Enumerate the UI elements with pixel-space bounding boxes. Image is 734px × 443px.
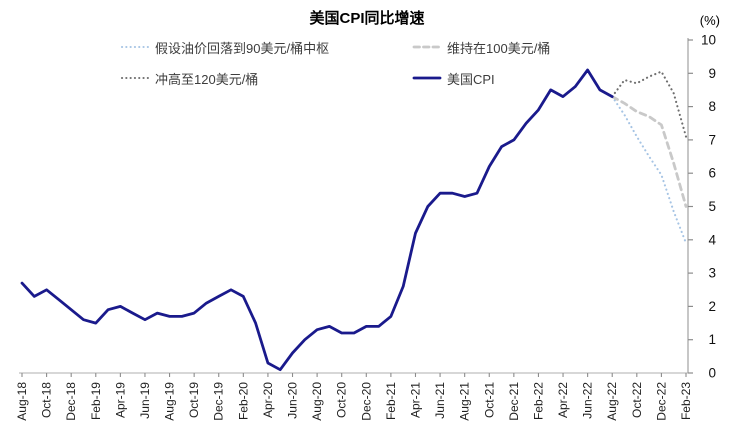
legend-item-oil-90: 假设油价回落到90美元/桶中枢 — [120, 37, 412, 57]
x-tick-label: Feb-20 — [236, 382, 250, 420]
dotted-line-swatch-icon — [120, 45, 150, 49]
y-tick-label: 7 — [708, 132, 716, 147]
legend-item-oil-100: 维持在100美元/桶 — [412, 37, 550, 57]
x-tick-label: Dec-22 — [654, 382, 668, 421]
x-tick-label: Jun-22 — [581, 382, 595, 419]
x-tick-label: Oct-21 — [482, 382, 496, 418]
y-tick-label: 8 — [708, 99, 716, 114]
x-tick-label: Aug-21 — [458, 382, 472, 421]
x-tick-label: Feb-23 — [679, 382, 693, 420]
x-tick-label: Apr-20 — [261, 382, 275, 418]
x-tick-label: Apr-21 — [408, 382, 422, 418]
dotted-line-swatch-icon — [120, 76, 150, 80]
x-tick-label: Dec-19 — [212, 382, 226, 421]
legend-item-oil-120: 冲高至120美元/桶 — [120, 68, 412, 88]
chart-title: 美国CPI同比增速 — [309, 10, 425, 27]
legend-label-us-cpi: 美国CPI — [447, 71, 495, 87]
y-tick-label: 5 — [708, 199, 716, 214]
legend-label-oil-120: 冲高至120美元/桶 — [155, 71, 259, 87]
x-tick-label: Apr-22 — [556, 382, 570, 418]
x-tick-label: Oct-19 — [187, 382, 201, 418]
y-tick-label: 4 — [708, 232, 716, 247]
chart-legend: 假设油价回落到90美元/桶中枢 维持在100美元/桶 冲高至120美元/桶 美国… — [120, 37, 550, 88]
y-tick-label: 3 — [708, 266, 716, 281]
legend-label-oil-100: 维持在100美元/桶 — [447, 40, 551, 56]
x-tick-label: Feb-19 — [89, 382, 103, 420]
series-line-oil-100 — [610, 95, 688, 208]
x-tick-label: Dec-18 — [64, 382, 78, 421]
y-tick-label: 6 — [708, 166, 716, 181]
y-axis-unit-label: (%) — [699, 13, 720, 28]
x-tick-label: Oct-22 — [630, 382, 644, 418]
legend-label-oil-90: 假设油价回落到90美元/桶中枢 — [155, 40, 330, 56]
x-tick-label: Apr-19 — [113, 382, 127, 418]
dashed-line-swatch-icon — [412, 45, 442, 49]
y-tick-label: 2 — [708, 299, 716, 314]
x-tick-label: Feb-21 — [384, 382, 398, 420]
y-tick-label: 1 — [708, 332, 716, 347]
x-tick-label: Jun-21 — [433, 382, 447, 419]
series-line-us-cpi — [20, 68, 614, 372]
solid-line-swatch-icon — [412, 76, 442, 80]
x-tick-label: Aug-18 — [15, 382, 29, 421]
y-tick-label: 0 — [708, 366, 716, 381]
x-tick-label: Aug-19 — [163, 382, 177, 421]
series-line-oil-90 — [611, 95, 688, 245]
x-tick-label: Oct-20 — [335, 382, 349, 418]
x-tick-label: Dec-21 — [507, 382, 521, 421]
y-tick-label: 10 — [701, 33, 716, 48]
legend-item-us-cpi: 美国CPI — [412, 68, 550, 88]
y-tick-label: 9 — [708, 66, 716, 81]
x-tick-label: Feb-22 — [531, 382, 545, 420]
x-tick-label: Jun-20 — [286, 382, 300, 419]
x-tick-label: Aug-22 — [605, 382, 619, 421]
x-tick-label: Aug-20 — [310, 382, 324, 421]
series-line-oil-120 — [611, 70, 688, 138]
x-tick-label: Oct-18 — [40, 382, 54, 418]
x-tick-label: Dec-20 — [359, 382, 373, 421]
x-tick-label: Jun-19 — [138, 382, 152, 419]
